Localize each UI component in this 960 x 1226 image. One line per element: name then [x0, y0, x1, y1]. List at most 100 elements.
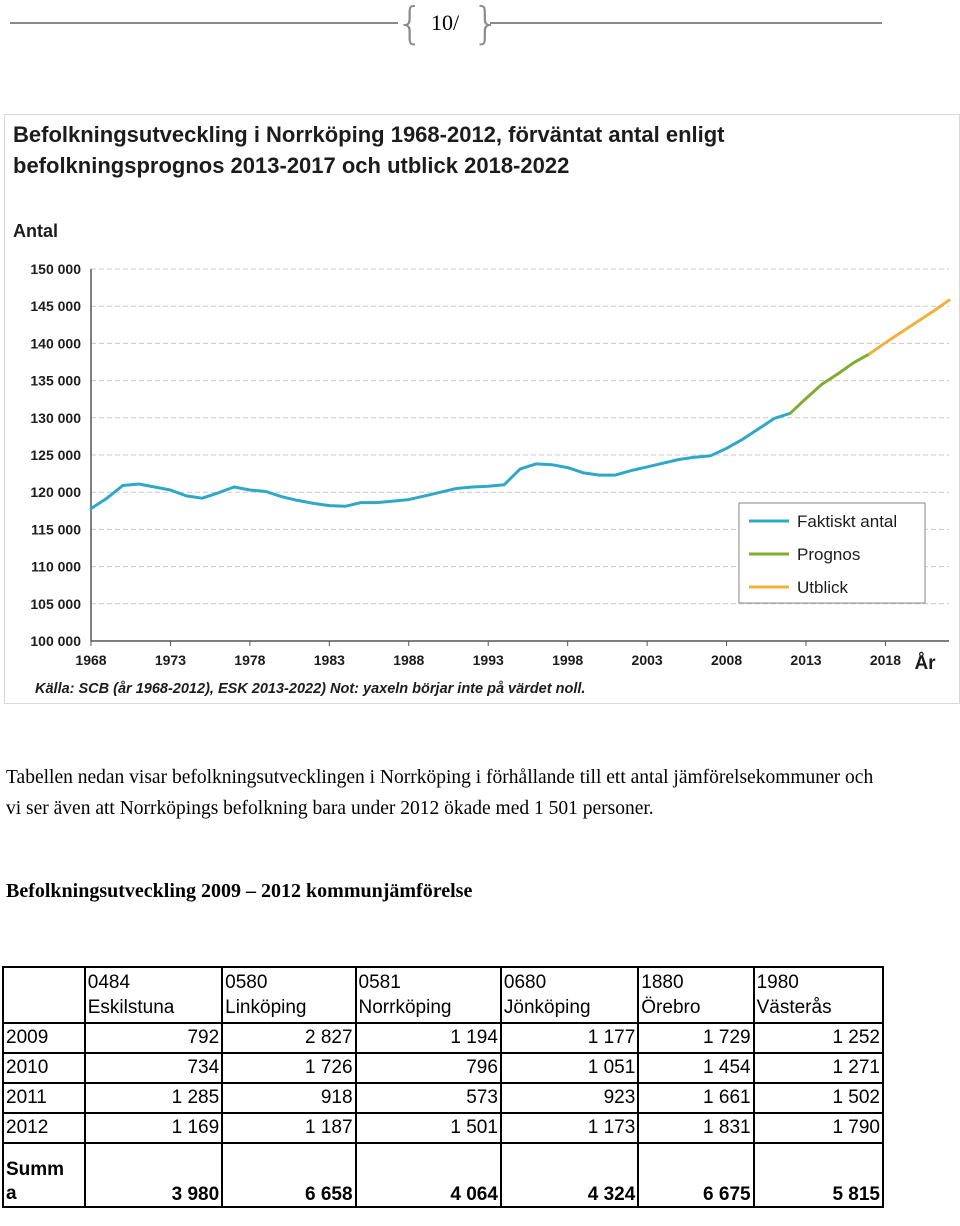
y-tick-label: 130 000 [30, 410, 81, 426]
table-cell: 1 729 [637, 1022, 755, 1054]
total-cell: 5 815 [752, 1142, 885, 1208]
column-header: 1880 Örebro [637, 966, 755, 1024]
table-cell: 792 [83, 1022, 224, 1054]
series-line-3 [868, 298, 951, 356]
total-cell: 4 064 [354, 1142, 502, 1208]
table-cell: 918 [221, 1082, 357, 1114]
comparison-table: 0484 Eskilstuna 0580 Linköping 0581 Norrköp… [2, 966, 885, 1208]
table-cell: 1 194 [354, 1022, 502, 1054]
table-cell: 1 051 [499, 1052, 640, 1084]
column-header: 1980 Västerås [752, 966, 885, 1024]
x-tick-label: 1993 [473, 652, 504, 668]
y-tick-label: 115 000 [31, 521, 81, 537]
column-code: 0680 [503, 972, 547, 993]
table-row: 2010 734 1 726 796 1 051 1 454 1 271 [2, 1052, 885, 1084]
page-number: 10/ [430, 10, 460, 35]
table-cell: 1 252 [752, 1022, 885, 1054]
column-code: 1880 [641, 972, 684, 993]
column-name: Linköping [225, 997, 307, 1018]
column-header: 0484 Eskilstuna [83, 966, 224, 1024]
column-name: Västerås [756, 997, 832, 1018]
x-tick-label: 1978 [234, 652, 265, 668]
right-brace-icon: } [472, 0, 500, 49]
total-cell: 6 658 [221, 1142, 357, 1208]
chart-title: Befolkningsutveckling i Norrköping 1968-… [13, 122, 725, 178]
legend-label: Utblick [797, 578, 849, 597]
column-code: 1980 [756, 972, 799, 993]
legend-label: Faktiskt antal [797, 512, 897, 531]
table-cell: 1 173 [499, 1112, 640, 1144]
table-header-row: 0484 Eskilstuna 0580 Linköping 0581 Norrköp… [2, 966, 885, 1024]
table-cell: 1 169 [83, 1112, 224, 1144]
table-cell: 1 502 [752, 1082, 885, 1114]
table-cell: 1 501 [354, 1112, 502, 1144]
total-row: Summ a 3 980 6 658 4 064 4 324 6 675 5 81… [2, 1142, 885, 1208]
y-tick-label: 150 000 [30, 261, 81, 277]
table-cell: 1 177 [499, 1022, 640, 1054]
column-header: 0580 Linköping [221, 966, 357, 1024]
x-tick-label: 2008 [711, 652, 742, 668]
column-name: Jönköping [503, 997, 591, 1018]
table-cell: 573 [354, 1082, 502, 1114]
column-code: 0484 [87, 972, 131, 993]
series-line-2 [788, 352, 872, 415]
column-name: Eskilstuna [87, 997, 175, 1018]
x-tick-label: 1968 [75, 652, 106, 668]
chart-source-note: Källa: SCB (år 1968-2012), ESK 2013-2022… [35, 681, 586, 697]
x-axis-label: År [914, 653, 936, 674]
x-tick-label: 2003 [632, 652, 663, 668]
population-chart: Befolkningsutveckling i Norrköping 1968-… [4, 114, 960, 704]
row-year: 2011 [2, 1082, 86, 1114]
y-tick-label: 120 000 [30, 484, 81, 500]
y-tick-label: 100 000 [30, 633, 81, 649]
header-rule-right [490, 22, 882, 24]
total-label-line: Summ [6, 1159, 65, 1180]
table-row: 2011 1 285 918 573 923 1 661 1 502 [2, 1082, 885, 1114]
column-code: 0580 [225, 972, 268, 993]
page-header: { 10/ } [0, 0, 960, 50]
corner-cell [2, 966, 86, 1024]
table-cell: 1 726 [221, 1052, 357, 1084]
table-cell: 734 [83, 1052, 224, 1084]
table-cell: 1 661 [637, 1082, 755, 1114]
x-tick-label: 1973 [155, 652, 186, 668]
x-tick-label: 1988 [393, 652, 424, 668]
table-cell: 1 790 [752, 1112, 885, 1144]
column-header: 0581 Norrköping [354, 966, 502, 1024]
column-name: Örebro [641, 997, 701, 1018]
y-tick-label: 140 000 [30, 335, 81, 351]
column-header: 0680 Jönköping [499, 966, 640, 1024]
column-code: 0581 [358, 972, 401, 993]
table-row: 2012 1 169 1 187 1 501 1 173 1 831 1 790 [2, 1112, 885, 1144]
row-year: 2010 [2, 1052, 86, 1084]
intro-paragraph: Tabellen nedan visar befolkningsutveckli… [6, 767, 874, 819]
table-cell: 1 271 [752, 1052, 885, 1084]
x-tick-label: 2013 [790, 652, 821, 668]
y-tick-label: 110 000 [31, 559, 81, 575]
total-cell: 3 980 [83, 1142, 224, 1208]
table-cell: 1 187 [221, 1112, 357, 1144]
table-cell: 2 827 [221, 1022, 357, 1054]
table-cell: 1 454 [637, 1052, 755, 1084]
y-tick-label: 145 000 [30, 298, 81, 314]
x-tick-label: 1983 [314, 652, 345, 668]
y-tick-label: 125 000 [30, 447, 81, 463]
x-tick-label: 2018 [870, 652, 901, 668]
y-axis-unit-label: Antal [13, 221, 58, 241]
table-cell: 923 [499, 1082, 640, 1114]
y-tick-label: 105 000 [30, 596, 81, 612]
section-title: Befolkningsutveckling 2009 – 2012 kommun… [6, 880, 473, 902]
total-label: Summ a [2, 1142, 86, 1208]
total-label-line: a [6, 1183, 17, 1204]
chart-plot: 100 000 105 000 110 000 115 000 120 000 125 0… [30, 261, 951, 674]
y-tick-label: 135 000 [30, 373, 81, 389]
series-line-1 [89, 411, 792, 511]
x-tick-label: 1998 [552, 652, 583, 668]
total-cell: 4 324 [499, 1142, 640, 1208]
table-cell: 1 831 [637, 1112, 755, 1144]
row-year: 2009 [2, 1022, 86, 1054]
table-cell: 796 [354, 1052, 502, 1084]
legend-label: Prognos [797, 545, 860, 564]
left-brace-icon: { [396, 0, 424, 49]
row-year: 2012 [2, 1112, 86, 1144]
